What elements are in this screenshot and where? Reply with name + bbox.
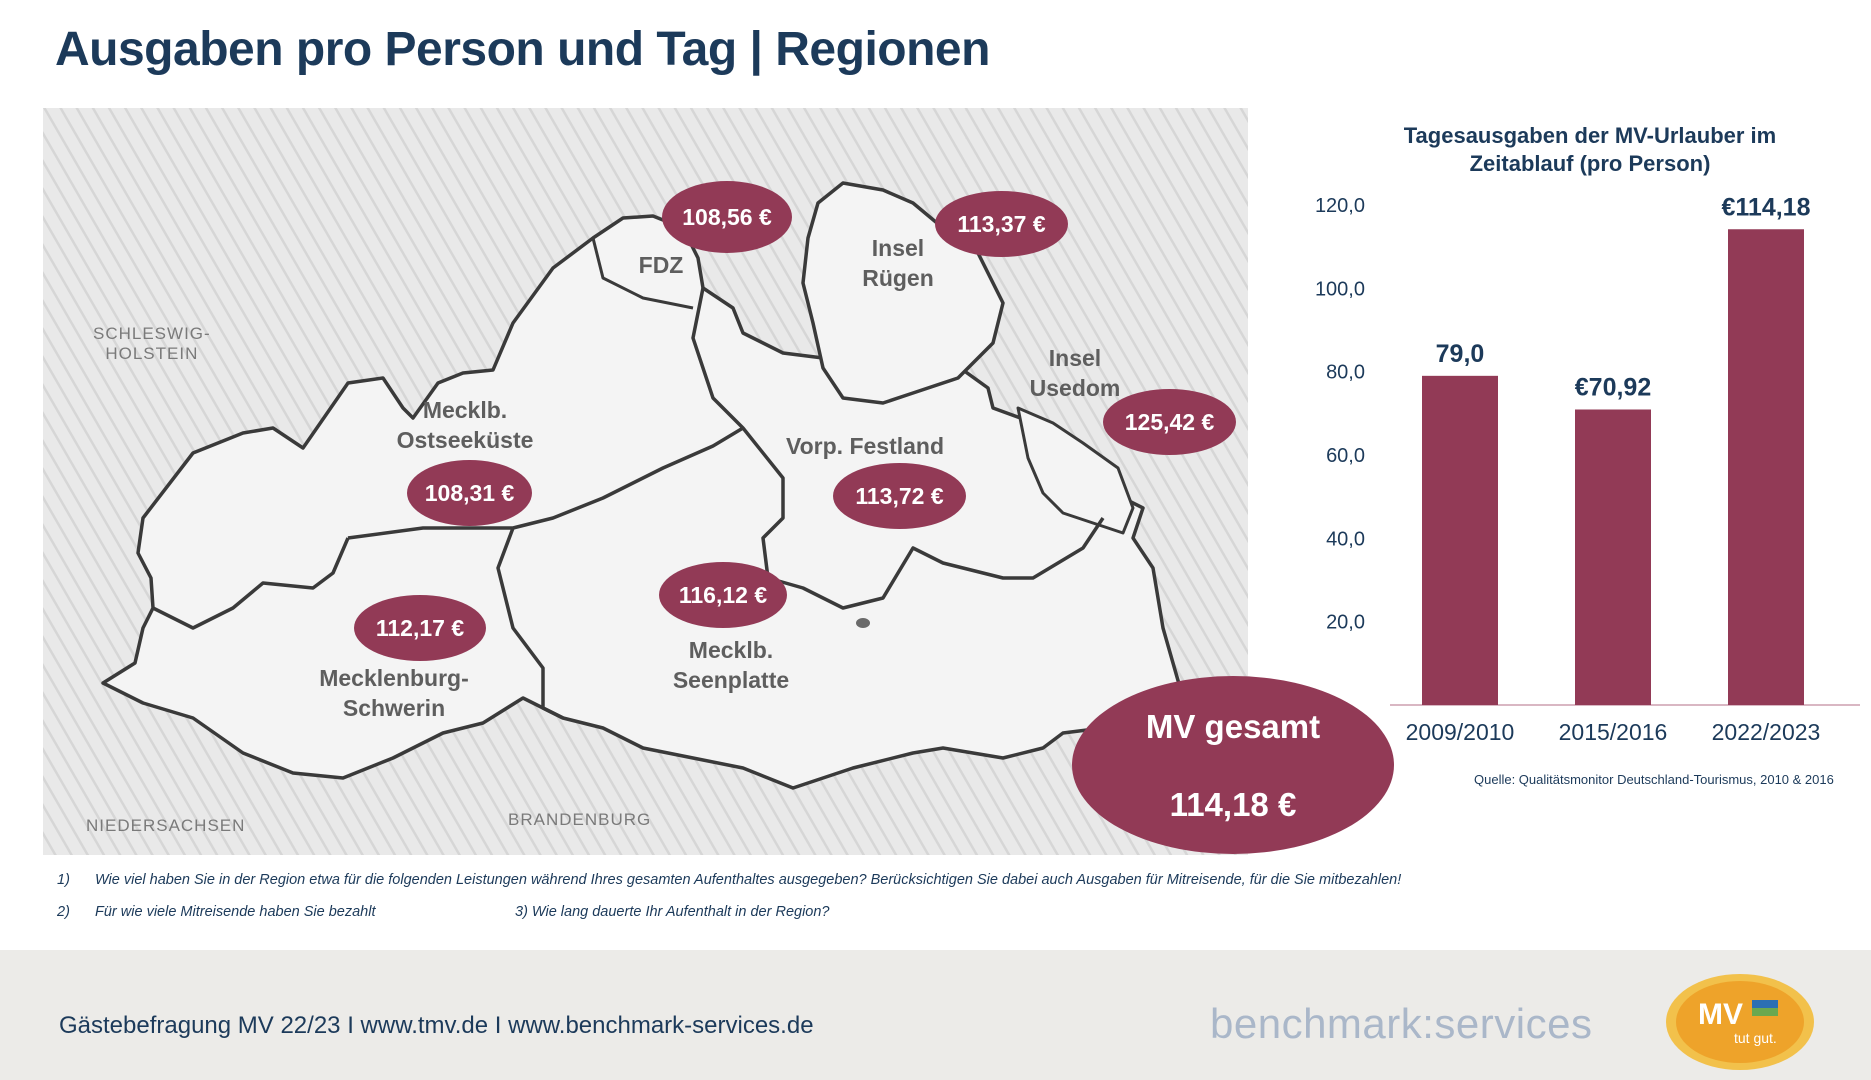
region-border	[152, 537, 350, 630]
region-border	[591, 237, 694, 310]
value-pill-fdz: 108,56 €	[662, 181, 792, 253]
region-label-ostseekueste: Mecklb. Ostseeküste	[396, 397, 534, 453]
bar-data-label: €70,92	[1575, 374, 1651, 402]
footnote-2-number: 2)	[57, 904, 70, 920]
y-tick-label: 120,0	[1315, 195, 1365, 217]
chart-title: Tagesausgaben der MV-Urlauber im Zeitabl…	[1403, 123, 1777, 176]
total-bubble: MV gesamt 114,18 €	[1072, 676, 1394, 854]
logo-mv-text: MV	[1698, 998, 1743, 1031]
region-border	[347, 426, 744, 540]
bar-data-label: 79,0	[1436, 340, 1485, 368]
brand-wordmark: benchmark:services	[1210, 1000, 1593, 1047]
region-border	[496, 527, 564, 720]
y-tick-label: 80,0	[1326, 362, 1365, 384]
footer-bar	[0, 950, 1871, 1080]
y-tick-label: 40,0	[1326, 528, 1365, 550]
bar-2015-2016	[1575, 409, 1651, 705]
y-tick-label: 100,0	[1315, 278, 1365, 300]
neighbor-label-sh: SCHLESWIG- HOLSTEIN	[93, 324, 211, 363]
region-label-schwerin: Mecklenburg- Schwerin	[319, 665, 469, 721]
value-pill-seenplatte: 116,12 €	[659, 562, 787, 628]
source-note: Quelle: Qualitätsmonitor Deutschland-Tou…	[1474, 772, 1834, 787]
y-tick-label: 60,0	[1326, 445, 1365, 467]
total-label: MV gesamt	[1145, 708, 1321, 745]
bar-data-label: €114,18	[1722, 193, 1811, 221]
y-tick-label: 20,0	[1326, 612, 1365, 634]
footnote-2-text: Für wie viele Mitreisende haben Sie beza…	[95, 904, 376, 920]
x-tick-label: 2009/2010	[1406, 719, 1515, 745]
value-pill-ruegen: 113,37 €	[935, 191, 1068, 257]
region-border	[691, 287, 1105, 610]
x-tick-label: 2015/2016	[1559, 719, 1668, 745]
footer-text: Gästebefragung MV 22/23 I www.tmv.de I w…	[59, 1012, 814, 1039]
value-pill-schwerin: 112,17 €	[354, 595, 486, 661]
value-pill-usedom: 125,42 €	[1103, 389, 1236, 455]
x-tick-label: 2022/2023	[1712, 719, 1821, 745]
footnote-1-text: Wie viel haben Sie in der Region etwa fü…	[95, 872, 1402, 888]
logo-tagline: tut gut.	[1734, 1030, 1777, 1046]
region-label-seenplatte: Mecklb. Seenplatte	[672, 637, 790, 693]
bar-2022-2023	[1728, 229, 1804, 705]
usedom-outline	[1016, 406, 1135, 535]
region-label-usedom: Insel Usedom	[1029, 345, 1121, 401]
footnote-3-text: 3) Wie lang dauerte Ihr Aufenthalt in de…	[515, 904, 830, 920]
page-title: Ausgaben pro Person und Tag | Regionen	[55, 23, 990, 76]
region-label-fdz: FDZ	[638, 252, 684, 278]
mv-logo: MV tut gut.	[1664, 972, 1816, 1072]
region-label-vorp: Vorp. Festland	[785, 433, 945, 459]
bar-chart: 20,0 40,0 60,0 80,0 100,0 120,0 79,0 2009/2010 €…	[1315, 193, 1860, 745]
region-label-ruegen: Insel Rügen	[862, 235, 934, 291]
value-pill-ostseekueste: 108,31 €	[407, 460, 532, 526]
neighbor-label-bb: BRANDENBURG	[508, 810, 652, 829]
value-pill-vorp: 113,72 €	[833, 463, 966, 529]
bar-2009-2010	[1422, 375, 1498, 705]
footnote-1-number: 1)	[57, 872, 70, 888]
neighbor-label-ni: NIEDERSACHSEN	[86, 816, 246, 835]
total-value: 114,18 €	[1169, 786, 1297, 823]
